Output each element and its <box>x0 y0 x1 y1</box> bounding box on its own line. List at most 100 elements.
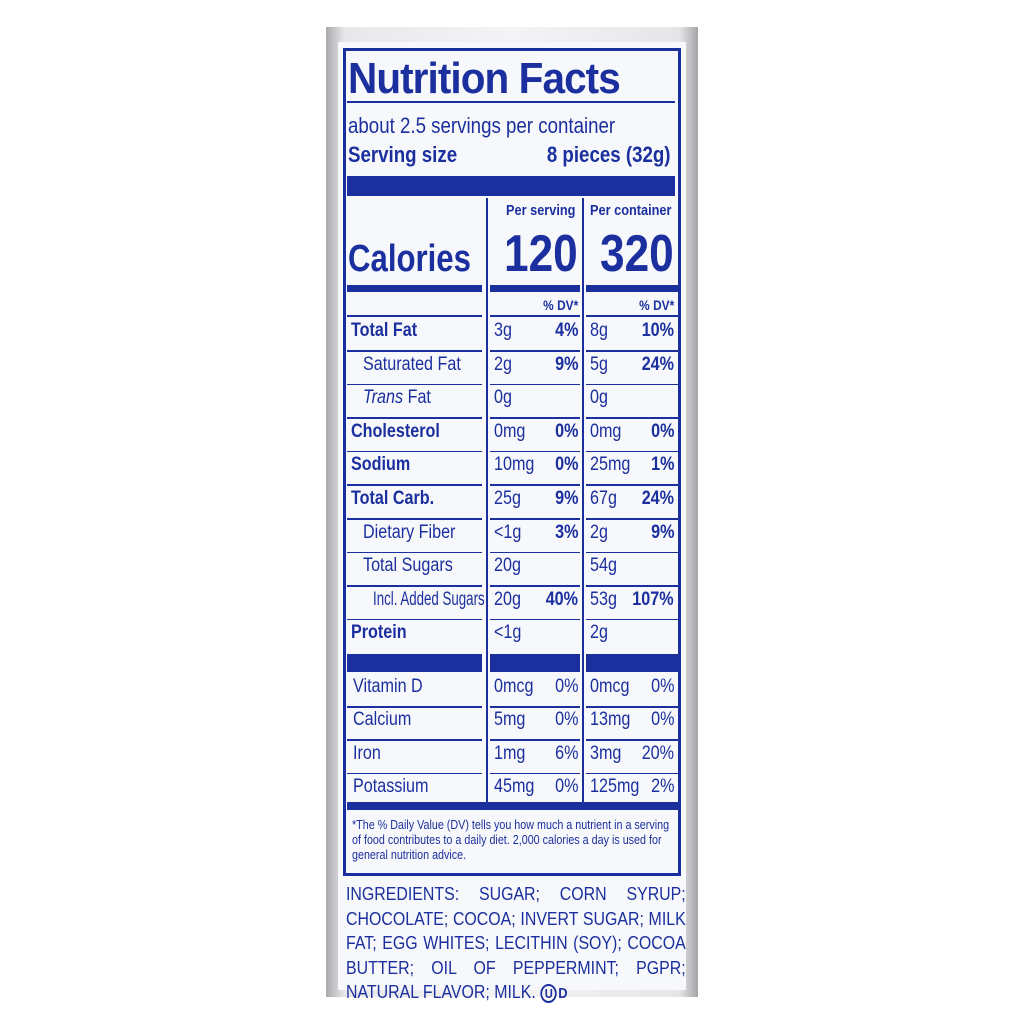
nutrient-name: Sodium <box>351 454 411 476</box>
footnote: *The % Daily Value (DV) tells you how mu… <box>352 818 670 862</box>
row-divider <box>586 772 678 775</box>
row-divider <box>347 417 482 419</box>
row-divider <box>490 450 580 453</box>
column-divider <box>582 198 584 804</box>
container-dv: 9% <box>650 521 674 543</box>
row-divider <box>347 551 482 554</box>
nutrition-facts-box <box>343 48 681 876</box>
dv-header-container: % DV* <box>638 297 674 313</box>
serving-amount: 25g <box>494 488 521 509</box>
calories-bar <box>586 285 678 292</box>
row-divider <box>490 518 580 520</box>
divider <box>347 101 675 103</box>
container-amount: 54g <box>590 555 617 577</box>
row-divider <box>347 706 482 708</box>
row-divider <box>490 772 580 775</box>
serving-dv: 6% <box>554 742 578 764</box>
calories-label: Calories <box>348 238 471 280</box>
micronutrient-name: Calcium <box>353 709 412 731</box>
container-amount: 0g <box>590 387 608 409</box>
micronutrient-name: Iron <box>353 742 381 764</box>
nutrient-name: Dietary Fiber <box>363 521 456 543</box>
row-divider <box>490 618 580 621</box>
row-divider <box>586 315 678 317</box>
row-divider <box>347 484 482 486</box>
serving-amount: 5mg <box>494 709 526 731</box>
serving-dv: 9% <box>554 353 578 375</box>
serving-dv: 4% <box>554 320 578 341</box>
row-divider <box>347 383 482 386</box>
serving-dv: 0% <box>554 454 578 476</box>
per-serving-header: Per serving <box>506 202 576 219</box>
container-amount: 13mg <box>590 709 631 731</box>
serving-dv: 0% <box>554 776 578 798</box>
calories-bar <box>490 285 580 292</box>
serving-amount: 45mg <box>494 776 535 798</box>
row-divider <box>490 315 580 317</box>
nutrient-name: Saturated Fat <box>363 353 461 375</box>
nutrient-name: Cholesterol <box>351 420 440 442</box>
nutrient-name: Protein <box>351 622 407 644</box>
row-divider <box>490 706 580 708</box>
serving-amount: 2g <box>494 353 512 375</box>
serving-amount: 20g <box>494 588 521 610</box>
row-divider <box>586 417 678 419</box>
serving-dv: 0% <box>554 709 578 731</box>
row-divider <box>347 618 482 621</box>
container-dv: 2% <box>650 776 674 798</box>
row-divider <box>586 585 678 587</box>
nutrient-name: Total Carb. <box>351 488 435 509</box>
thick-bar <box>586 654 678 672</box>
serving-size-label: Serving size <box>348 142 458 167</box>
row-divider <box>490 417 580 419</box>
row-divider <box>586 484 678 486</box>
calories-per-container: 320 <box>600 225 674 283</box>
row-divider <box>347 315 482 317</box>
serving-amount: 0mcg <box>494 676 534 697</box>
nutrient-name: Total Sugars <box>363 555 453 577</box>
container-amount: 3mg <box>590 742 622 764</box>
nutrient-name: Incl. Added Sugars <box>373 588 485 610</box>
container-dv: 0% <box>650 676 674 697</box>
container-amount: 8g <box>590 320 608 341</box>
container-dv: 1% <box>650 454 674 476</box>
row-divider <box>586 739 678 741</box>
row-divider <box>586 350 678 352</box>
container-dv: 107% <box>632 588 674 610</box>
container-amount: 25mg <box>590 454 631 476</box>
micronutrient-name: Potassium <box>353 776 429 798</box>
container-amount: 2g <box>590 521 608 543</box>
serving-size-value: 8 pieces (32g) <box>547 142 671 167</box>
serving-amount: <1g <box>494 521 522 543</box>
row-divider <box>586 706 678 708</box>
nutrient-name: Trans Fat <box>363 387 431 409</box>
row-divider <box>490 350 580 352</box>
serving-dv: 9% <box>554 488 578 509</box>
serving-dv: 0% <box>554 676 578 697</box>
row-divider <box>490 585 580 587</box>
serving-dv: 3% <box>554 521 578 543</box>
container-dv: 0% <box>650 709 674 731</box>
row-divider <box>347 350 482 352</box>
row-divider <box>347 739 482 741</box>
row-divider <box>347 585 482 587</box>
row-divider <box>490 739 580 741</box>
nutrient-name: Total Fat <box>351 320 418 341</box>
container-dv: 20% <box>641 742 674 764</box>
container-amount: 0mg <box>590 420 622 442</box>
serving-amount: 10mg <box>494 454 535 476</box>
micronutrient-name: Vitamin D <box>353 676 423 697</box>
column-divider <box>486 198 488 804</box>
container-amount: 2g <box>590 622 608 644</box>
ingredients: INGREDIENTS: SUGAR; CORN SYRUP; CHOCOLAT… <box>346 882 686 1007</box>
row-divider <box>490 551 580 554</box>
row-divider <box>347 450 482 453</box>
container-amount: 53g <box>590 588 617 610</box>
dv-header-serving: % DV* <box>542 297 578 313</box>
calories-per-serving: 120 <box>504 225 578 283</box>
row-divider <box>490 484 580 486</box>
row-divider <box>586 383 678 386</box>
row-divider <box>586 551 678 554</box>
container-dv: 0% <box>650 420 674 442</box>
